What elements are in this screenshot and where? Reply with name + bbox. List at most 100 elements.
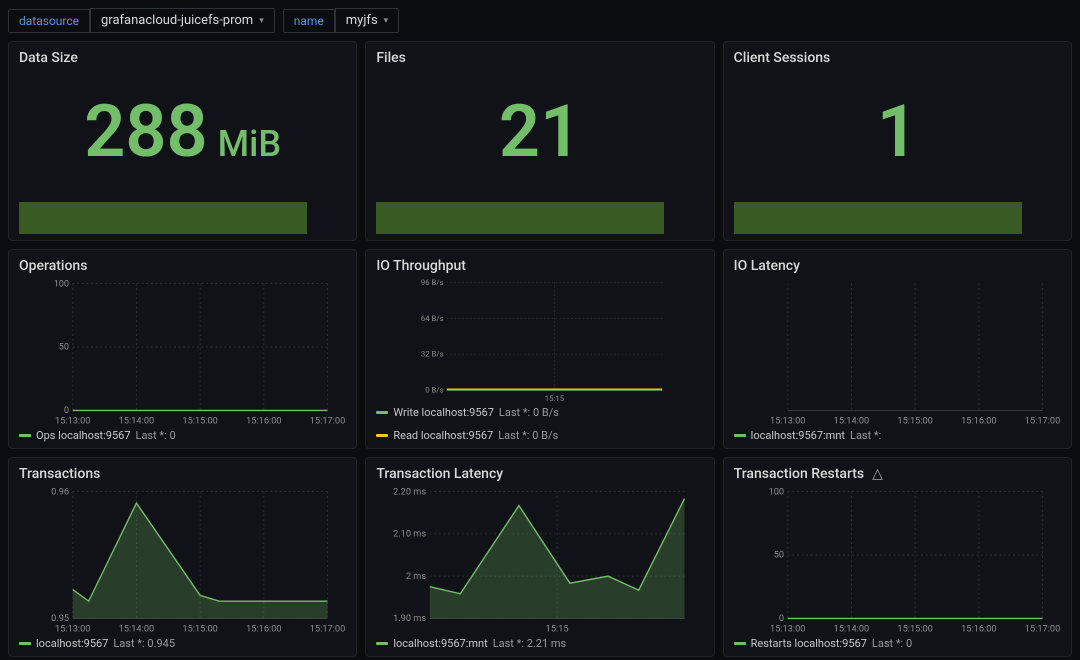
datasource-label: datasource bbox=[8, 9, 90, 33]
svg-text:15:17:00: 15:17:00 bbox=[1024, 415, 1059, 426]
legend: Ops localhost:9567 Last *: 0 bbox=[19, 429, 346, 442]
legend-swatch bbox=[376, 411, 388, 414]
chart-area: 0 B/s32 B/s64 B/s96 B/s15:15 bbox=[376, 278, 703, 404]
legend-label: Write localhost:9567 bbox=[393, 406, 494, 419]
chevron-down-icon: ▾ bbox=[384, 16, 389, 26]
svg-text:15:17:00: 15:17:00 bbox=[310, 623, 345, 634]
stat-value: 288 MiB bbox=[84, 96, 281, 168]
svg-text:15:14:00: 15:14:00 bbox=[119, 623, 154, 634]
legend-item[interactable]: localhost:9567Last *: 0.945 bbox=[19, 637, 175, 650]
panel-transactions[interactable]: Transactions 0.950.9615:13:0015:14:0015:… bbox=[8, 457, 357, 657]
svg-text:2.20 ms: 2.20 ms bbox=[393, 486, 426, 497]
svg-text:100: 100 bbox=[768, 486, 784, 497]
panel-io-throughput[interactable]: IO Throughput 0 B/s32 B/s64 B/s96 B/s15:… bbox=[365, 249, 714, 449]
stat-body: 288 MiB bbox=[19, 70, 346, 194]
svg-text:0 B/s: 0 B/s bbox=[426, 385, 444, 394]
svg-text:15:14:00: 15:14:00 bbox=[119, 415, 154, 426]
svg-text:15:13:00: 15:13:00 bbox=[55, 623, 90, 634]
legend: localhost:9567:mntLast *: bbox=[734, 429, 1061, 442]
stat-value: 21 bbox=[499, 96, 581, 168]
svg-text:96 B/s: 96 B/s bbox=[421, 278, 444, 287]
legend-item[interactable]: Read localhost:9567 Last *: 0 B/s bbox=[376, 429, 558, 442]
title-text: Transaction Restarts bbox=[734, 466, 864, 482]
svg-text:50: 50 bbox=[773, 550, 783, 561]
chart-area: 05010015:13:0015:14:0015:15:0015:16:0015… bbox=[734, 486, 1061, 635]
legend-item[interactable]: Ops localhost:9567 Last *: 0 bbox=[19, 429, 176, 442]
svg-text:0.96: 0.96 bbox=[51, 486, 69, 497]
legend-label: Read localhost:9567 bbox=[393, 429, 493, 442]
sparkline bbox=[376, 202, 664, 234]
svg-text:15:15:00: 15:15:00 bbox=[897, 623, 932, 634]
svg-text:15:13:00: 15:13:00 bbox=[770, 623, 805, 634]
legend-swatch bbox=[376, 434, 388, 437]
svg-text:15:17:00: 15:17:00 bbox=[1024, 623, 1059, 634]
svg-text:15:16:00: 15:16:00 bbox=[961, 415, 996, 426]
panel-transaction-latency[interactable]: Transaction Latency 1.90 ms2 ms2.10 ms2.… bbox=[365, 457, 714, 657]
legend-swatch bbox=[19, 642, 31, 645]
warning-icon: △ bbox=[872, 466, 883, 482]
svg-text:2 ms: 2 ms bbox=[406, 571, 426, 582]
svg-text:32 B/s: 32 B/s bbox=[421, 350, 444, 359]
chart-area: 0.950.9615:13:0015:14:0015:15:0015:16:00… bbox=[19, 486, 346, 635]
svg-text:15:14:00: 15:14:00 bbox=[833, 623, 868, 634]
panel-title: IO Throughput bbox=[376, 258, 703, 274]
chevron-down-icon: ▾ bbox=[259, 16, 264, 26]
stat-body: 1 bbox=[734, 70, 1061, 194]
legend-stat: Last *: 0 B/s bbox=[498, 429, 558, 442]
panel-data-size[interactable]: Data Size 288 MiB bbox=[8, 41, 357, 241]
name-select[interactable]: myjfs ▾ bbox=[335, 8, 399, 33]
legend-label: Ops localhost:9567 bbox=[36, 429, 131, 442]
svg-text:15:16:00: 15:16:00 bbox=[961, 623, 996, 634]
sparkline bbox=[19, 202, 307, 234]
legend-stat: Last *: 0.945 bbox=[113, 637, 175, 650]
panel-operations[interactable]: Operations 05010015:13:0015:14:0015:15:0… bbox=[8, 249, 357, 449]
stat-number: 288 bbox=[84, 96, 207, 168]
legend: Write localhost:9567Last *: 0 B/sRead lo… bbox=[376, 406, 703, 442]
svg-text:15:13:00: 15:13:00 bbox=[55, 415, 90, 426]
svg-text:50: 50 bbox=[59, 342, 69, 353]
panel-title: Files bbox=[376, 50, 703, 66]
panel-title: Transaction Latency bbox=[376, 466, 703, 482]
datasource-value: grafanacloud-juicefs-prom bbox=[101, 13, 253, 28]
stat-number: 21 bbox=[499, 96, 581, 168]
datasource-variable: datasource grafanacloud-juicefs-prom ▾ bbox=[8, 8, 275, 33]
panel-title: IO Latency bbox=[734, 258, 1061, 274]
svg-text:15:15: 15:15 bbox=[546, 623, 569, 634]
panel-transaction-restarts[interactable]: Transaction Restarts △ 05010015:13:0015:… bbox=[723, 457, 1072, 657]
legend-swatch bbox=[734, 642, 746, 645]
chart-area: 05010015:13:0015:14:0015:15:0015:16:0015… bbox=[19, 278, 346, 427]
panel-title: Transaction Restarts △ bbox=[734, 466, 1061, 482]
svg-text:15:17:00: 15:17:00 bbox=[310, 415, 345, 426]
panel-client-sessions[interactable]: Client Sessions 1 bbox=[723, 41, 1072, 241]
panel-title: Transactions bbox=[19, 466, 346, 482]
legend-label: localhost:9567:mnt bbox=[751, 429, 845, 442]
svg-text:15:15:00: 15:15:00 bbox=[182, 623, 217, 634]
legend-swatch bbox=[734, 434, 746, 437]
name-variable: name myjfs ▾ bbox=[283, 8, 399, 33]
legend-item[interactable]: localhost:9567:mntLast *: bbox=[734, 429, 882, 442]
chart-area: 1.90 ms2 ms2.10 ms2.20 ms15:15 bbox=[376, 486, 703, 635]
legend-stat: Last *: 0 bbox=[136, 429, 176, 442]
svg-text:15:16:00: 15:16:00 bbox=[246, 415, 281, 426]
datasource-select[interactable]: grafanacloud-juicefs-prom ▾ bbox=[90, 8, 275, 33]
sparkline bbox=[734, 202, 1022, 234]
variable-toolbar: datasource grafanacloud-juicefs-prom ▾ n… bbox=[8, 8, 1072, 33]
legend: Restarts localhost:9567Last *: 0 bbox=[734, 637, 1061, 650]
legend-item[interactable]: Restarts localhost:9567Last *: 0 bbox=[734, 637, 912, 650]
legend-swatch bbox=[19, 434, 31, 437]
legend: localhost:9567:mntLast *: 2.21 ms bbox=[376, 637, 703, 650]
legend-stat: Last *: 0 bbox=[872, 637, 912, 650]
dashboard-grid: Data Size 288 MiB Files 21 Client Sessio… bbox=[8, 41, 1072, 657]
panel-title: Operations bbox=[19, 258, 346, 274]
svg-text:64 B/s: 64 B/s bbox=[421, 314, 444, 323]
legend-item[interactable]: localhost:9567:mntLast *: 2.21 ms bbox=[376, 637, 566, 650]
svg-text:15:15:00: 15:15:00 bbox=[182, 415, 217, 426]
panel-io-latency[interactable]: IO Latency 15:13:0015:14:0015:15:0015:16… bbox=[723, 249, 1072, 449]
name-label: name bbox=[283, 9, 335, 33]
stat-value: 1 bbox=[877, 96, 918, 168]
legend-item[interactable]: Write localhost:9567Last *: 0 B/s bbox=[376, 406, 559, 419]
legend-swatch bbox=[376, 642, 388, 645]
svg-text:15:15:00: 15:15:00 bbox=[897, 415, 932, 426]
panel-files[interactable]: Files 21 bbox=[365, 41, 714, 241]
panel-title: Client Sessions bbox=[734, 50, 1061, 66]
